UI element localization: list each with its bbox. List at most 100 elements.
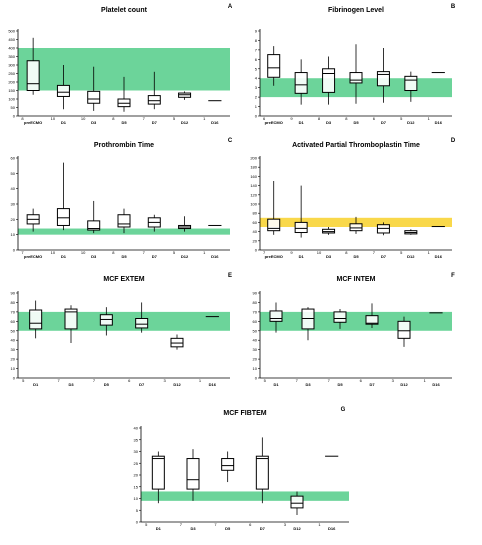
y-tick-label: 8 bbox=[255, 38, 258, 43]
y-tick-label: 1 bbox=[255, 104, 258, 109]
n-count-label: 7 bbox=[93, 378, 96, 383]
n-count-label: 6 bbox=[360, 378, 363, 383]
box bbox=[151, 455, 165, 490]
y-tick-label: 10 bbox=[253, 366, 258, 371]
y-tick-label: 0 bbox=[13, 376, 16, 381]
x-tick-label: D5 bbox=[337, 382, 343, 387]
x-tick-label: D16 bbox=[209, 382, 217, 387]
n-count-label: 7 bbox=[373, 250, 376, 255]
n-count-label: 7 bbox=[143, 116, 146, 121]
box bbox=[267, 218, 281, 232]
x-tick-label: D12 bbox=[173, 382, 181, 387]
y-tick-label: 50 bbox=[11, 105, 16, 110]
panel-f: 0 10 20 30 40 50 60 70 80 90 D1 5 D3 7 D5 7 D7 6 D12 3 D16 1 M… bbox=[253, 273, 456, 387]
box bbox=[64, 308, 78, 330]
x-tick-label: D3 bbox=[91, 120, 97, 125]
x-tick-label: D12 bbox=[400, 382, 408, 387]
n-count-label: 1 bbox=[318, 522, 321, 527]
box bbox=[397, 320, 411, 339]
y-tick-label: 40 bbox=[134, 426, 139, 431]
x-tick-label: D7 bbox=[139, 382, 145, 387]
panel-letter: D bbox=[451, 138, 456, 144]
x-tick-label: D7 bbox=[260, 526, 266, 531]
x-tick-label: D12 bbox=[181, 120, 189, 125]
n-count-label: 1 bbox=[424, 378, 427, 383]
y-tick-label: 7 bbox=[255, 47, 258, 52]
y-tick-label: 50 bbox=[253, 328, 258, 333]
n-count-label: 10 bbox=[81, 250, 86, 255]
x-tick-label: D5 bbox=[121, 120, 127, 125]
y-tick-label: 70 bbox=[253, 309, 258, 314]
x-tick-label: D7 bbox=[152, 254, 158, 259]
y-tick-label: 40 bbox=[253, 338, 258, 343]
y-tick-label: 20 bbox=[253, 238, 258, 243]
box bbox=[56, 208, 70, 226]
x-tick-label: D12 bbox=[407, 254, 415, 259]
n-count-label: 5 bbox=[264, 378, 267, 383]
y-tick-label: 60 bbox=[253, 220, 258, 225]
n-count-label: 9 bbox=[290, 250, 293, 255]
y-tick-label: 5 bbox=[255, 66, 258, 71]
y-tick-label: 400 bbox=[8, 46, 15, 51]
y-tick-label: 35 bbox=[134, 437, 139, 442]
x-tick-label: preECMO bbox=[24, 120, 42, 125]
y-tick-label: 10 bbox=[134, 496, 139, 501]
x-tick-label: D1 bbox=[299, 120, 305, 125]
box bbox=[26, 60, 40, 91]
y-tick-label: 500 bbox=[8, 29, 15, 34]
y-tick-label: 5 bbox=[136, 508, 139, 513]
panel-letter: E bbox=[228, 273, 232, 279]
box bbox=[117, 214, 131, 228]
box bbox=[333, 311, 347, 323]
chart-title: Fibrinogen Level bbox=[328, 7, 384, 14]
n-count-label: 8 bbox=[21, 116, 24, 121]
y-tick-label: 0 bbox=[13, 248, 16, 253]
y-tick-label: 30 bbox=[253, 347, 258, 352]
n-count-label: 5 bbox=[173, 116, 176, 121]
n-count-label: 5 bbox=[400, 116, 403, 121]
y-tick-label: 100 bbox=[8, 97, 15, 102]
chart-title: MCF FIBTEM bbox=[223, 410, 266, 417]
x-tick-label: preECMO bbox=[24, 254, 42, 259]
n-count-label: 9 bbox=[290, 116, 293, 121]
y-tick-label: 200 bbox=[8, 80, 15, 85]
n-count-label: 7 bbox=[296, 378, 299, 383]
y-tick-label: 180 bbox=[250, 165, 257, 170]
box bbox=[56, 84, 70, 97]
y-tick-label: 50 bbox=[11, 328, 16, 333]
y-tick-label: 30 bbox=[11, 202, 16, 207]
n-count-label: 1 bbox=[203, 116, 206, 121]
y-tick-label: 20 bbox=[11, 357, 16, 362]
n-count-label: 8 bbox=[318, 116, 321, 121]
box bbox=[322, 68, 336, 93]
panel-letter: B bbox=[451, 4, 456, 10]
reference-band bbox=[141, 491, 349, 501]
box bbox=[269, 310, 283, 322]
x-tick-label: D16 bbox=[435, 120, 443, 125]
y-tick-label: 4 bbox=[255, 76, 258, 81]
n-count-label: 6 bbox=[263, 116, 266, 121]
x-tick-label: D3 bbox=[68, 382, 74, 387]
y-tick-label: 90 bbox=[253, 291, 258, 296]
n-count-label: 5 bbox=[173, 250, 176, 255]
y-tick-label: 20 bbox=[253, 357, 258, 362]
chart-title: Prothrombin Time bbox=[94, 142, 154, 149]
x-tick-label: D7 bbox=[152, 120, 158, 125]
y-tick-label: 250 bbox=[8, 71, 15, 76]
box bbox=[87, 90, 101, 104]
x-tick-label: D3 bbox=[91, 254, 97, 259]
chart-title: Activated Partial Thromboplastin Time bbox=[292, 142, 420, 149]
n-count-label: 5 bbox=[400, 250, 403, 255]
n-count-label: 3 bbox=[284, 522, 287, 527]
n-count-label: 6 bbox=[373, 116, 376, 121]
n-count-label: 1 bbox=[428, 250, 431, 255]
reference-band bbox=[18, 311, 230, 331]
y-tick-label: 9 bbox=[255, 29, 258, 34]
x-tick-label: D5 bbox=[225, 526, 231, 531]
n-count-label: 1 bbox=[203, 250, 206, 255]
box bbox=[267, 54, 281, 78]
x-tick-label: D12 bbox=[293, 526, 301, 531]
y-tick-label: 90 bbox=[11, 291, 16, 296]
x-tick-label: D1 bbox=[156, 526, 162, 531]
